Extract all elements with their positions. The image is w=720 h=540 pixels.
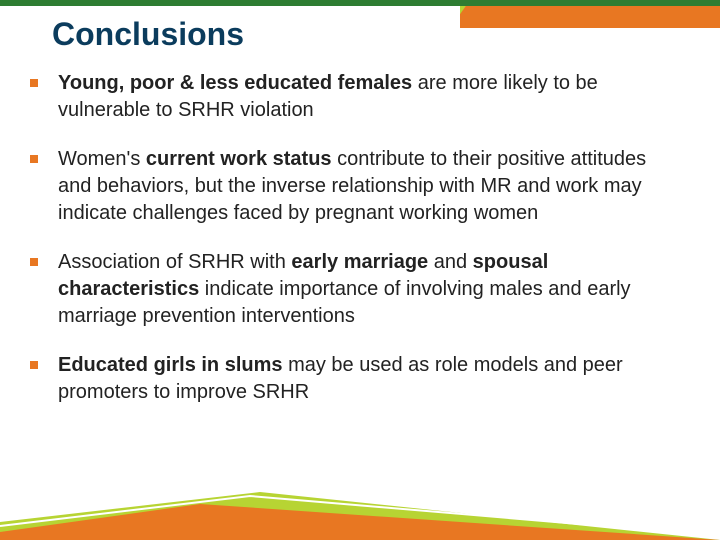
bullet-segment: Educated girls in slums xyxy=(58,354,283,376)
bullet-text: Association of SRHR with early marriage … xyxy=(58,249,684,330)
bullet-segment: Women's xyxy=(58,148,146,170)
bullet-text: Educated girls in slums may be used as r… xyxy=(58,352,684,406)
bullet-segment: current work status xyxy=(146,148,332,170)
bullet-marker-icon xyxy=(30,79,38,87)
bullet-list: Young, poor & less educated females are … xyxy=(30,70,684,428)
slide-title: Conclusions xyxy=(52,16,244,53)
bullet-segment: Association of SRHR with xyxy=(58,251,291,273)
bullet-segment: and xyxy=(428,251,472,273)
bullet-item: Young, poor & less educated females are … xyxy=(30,70,684,124)
bottom-decor xyxy=(0,492,720,540)
bullet-marker-icon xyxy=(30,361,38,369)
bullet-item: Educated girls in slums may be used as r… xyxy=(30,352,684,406)
top-accent-orange xyxy=(460,6,720,28)
bullet-segment: Young, poor & less educated females xyxy=(58,72,412,94)
bullet-marker-icon xyxy=(30,258,38,266)
bullet-marker-icon xyxy=(30,155,38,163)
slide: Conclusions Young, poor & less educated … xyxy=(0,0,720,540)
bullet-item: Women's current work status contribute t… xyxy=(30,146,684,227)
bullet-text: Women's current work status contribute t… xyxy=(58,146,684,227)
bullet-item: Association of SRHR with early marriage … xyxy=(30,249,684,330)
bullet-text: Young, poor & less educated females are … xyxy=(58,70,684,124)
top-accent xyxy=(460,6,720,28)
bullet-segment: early marriage xyxy=(291,251,428,273)
